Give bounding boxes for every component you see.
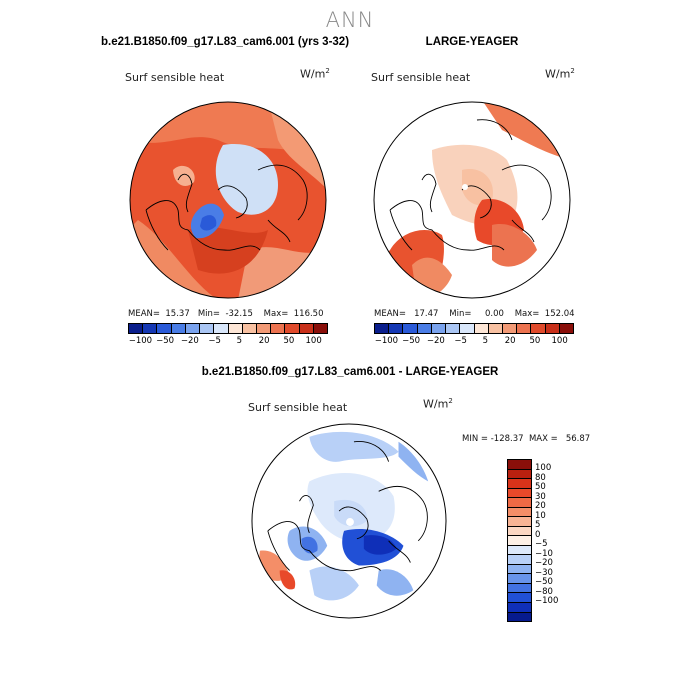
panel3-case-title: b.e21.B1850.f09_g17.L83_cam6.001 - LARGE… bbox=[201, 366, 499, 378]
figure-title: ANN bbox=[325, 8, 375, 32]
colorbar-swatch bbox=[508, 612, 531, 622]
colorbar-swatch bbox=[214, 324, 229, 333]
panel3-unit-label: W/m2 bbox=[423, 397, 453, 411]
panel2-polar-map bbox=[373, 101, 571, 299]
colorbar-swatch bbox=[228, 324, 243, 333]
colorbar-swatch bbox=[508, 526, 531, 537]
panel1-colorbar bbox=[128, 323, 328, 334]
colorbar-tick-label: 20 bbox=[535, 501, 546, 512]
panel2-variable-label: Surf sensible heat bbox=[371, 71, 471, 84]
colorbar-tick-label: −100 bbox=[535, 596, 559, 607]
colorbar-tick-label: 30 bbox=[535, 491, 546, 502]
colorbar-tick-label: 100 bbox=[535, 463, 552, 474]
colorbar-tick-label: 100 bbox=[551, 336, 568, 346]
colorbar-tick-label: 5 bbox=[482, 336, 489, 346]
colorbar-swatch bbox=[531, 324, 546, 333]
colorbar-swatch bbox=[431, 324, 447, 333]
colorbar-swatch bbox=[299, 324, 314, 333]
colorbar-tick-label: 0 bbox=[535, 529, 541, 540]
colorbar-swatch bbox=[508, 498, 531, 508]
colorbar-swatch bbox=[508, 564, 531, 575]
colorbar-tick-label: −5 bbox=[454, 336, 467, 346]
colorbar-swatch bbox=[157, 324, 172, 333]
colorbar-swatch bbox=[185, 324, 201, 333]
panel1-case-title: b.e21.B1850.f09_g17.L83_cam6.001 (yrs 3-… bbox=[100, 36, 350, 48]
panel3-minmax: MIN = -128.37 MAX = 56.87 bbox=[462, 434, 591, 444]
panel3-variable-label: Surf sensible heat bbox=[248, 401, 348, 414]
colorbar-swatch bbox=[517, 324, 532, 333]
panel2-colorbar-ticks: −100 −50 −20 −5 5 20 50 100 bbox=[374, 336, 574, 348]
colorbar-swatch bbox=[256, 324, 272, 333]
panel3-colorbar bbox=[507, 459, 532, 622]
colorbar-tick-label: 5 bbox=[236, 336, 243, 346]
colorbar-tick-label: 50 bbox=[529, 336, 541, 346]
colorbar-swatch bbox=[271, 324, 286, 333]
colorbar-swatch bbox=[474, 324, 489, 333]
colorbar-swatch bbox=[417, 324, 432, 333]
colorbar-tick-label: −100 bbox=[374, 336, 399, 346]
colorbar-swatch bbox=[508, 469, 531, 480]
colorbar-tick-label: 20 bbox=[258, 336, 270, 346]
panel2-colorbar bbox=[374, 323, 574, 334]
colorbar-swatch bbox=[508, 479, 531, 489]
colorbar-swatch bbox=[200, 324, 215, 333]
colorbar-tick-label: 100 bbox=[305, 336, 322, 346]
panel3-polar-map bbox=[251, 423, 447, 619]
colorbar-swatch bbox=[508, 574, 531, 584]
colorbar-swatch bbox=[545, 324, 560, 333]
colorbar-swatch bbox=[171, 324, 186, 333]
colorbar-tick-label: −20 bbox=[180, 336, 199, 346]
panel1-stats: MEAN= 15.37 Min= -32.15 Max= 116.50 bbox=[128, 309, 324, 319]
panel1-unit-label: W/m2 bbox=[300, 67, 330, 81]
colorbar-tick-label: 20 bbox=[504, 336, 516, 346]
colorbar-tick-label: 50 bbox=[535, 482, 546, 493]
colorbar-tick-label: 80 bbox=[535, 472, 546, 483]
colorbar-swatch bbox=[285, 324, 300, 333]
colorbar-tick-label: 10 bbox=[535, 510, 546, 521]
colorbar-tick-label: −50 bbox=[156, 336, 175, 346]
panel1-colorbar-ticks: −100 −50 −20 −5 5 20 50 100 bbox=[128, 336, 328, 348]
colorbar-tick-label: −20 bbox=[535, 558, 553, 569]
colorbar-swatch bbox=[446, 324, 461, 333]
colorbar-swatch bbox=[403, 324, 418, 333]
colorbar-swatch bbox=[488, 324, 503, 333]
colorbar-swatch bbox=[508, 583, 531, 594]
colorbar-swatch bbox=[508, 507, 531, 518]
colorbar-swatch bbox=[508, 517, 531, 527]
colorbar-swatch bbox=[508, 593, 531, 603]
colorbar-swatch bbox=[460, 324, 475, 333]
colorbar-swatch bbox=[559, 324, 574, 333]
panel2-unit-label: W/m2 bbox=[545, 67, 575, 81]
colorbar-tick-label: −30 bbox=[535, 567, 553, 578]
panel2-case-title: LARGE-YEAGER bbox=[425, 36, 519, 48]
colorbar-swatch bbox=[508, 555, 531, 565]
colorbar-swatch bbox=[375, 324, 390, 333]
panel2-stats: MEAN= 17.47 Min= 0.00 Max= 152.04 bbox=[374, 309, 575, 319]
colorbar-swatch bbox=[508, 545, 531, 556]
colorbar-tick-label: −50 bbox=[535, 577, 553, 588]
colorbar-tick-label: −5 bbox=[535, 539, 548, 550]
colorbar-tick-label: 5 bbox=[535, 520, 541, 531]
colorbar-tick-label: −5 bbox=[208, 336, 221, 346]
panel1-polar-map bbox=[129, 101, 327, 299]
colorbar-swatch bbox=[508, 460, 531, 470]
colorbar-swatch bbox=[242, 324, 257, 333]
colorbar-swatch bbox=[502, 324, 518, 333]
panel1-variable-label: Surf sensible heat bbox=[125, 71, 225, 84]
colorbar-swatch bbox=[129, 324, 144, 333]
colorbar-tick-label: −10 bbox=[535, 548, 553, 559]
colorbar-swatch bbox=[508, 488, 531, 499]
panel3-colorbar-ticks: 100 80 50 30 20 10 5 0 −5 −10 −20 −30 −50 −80 −100 bbox=[535, 459, 575, 620]
colorbar-swatch bbox=[313, 324, 328, 333]
colorbar-swatch bbox=[389, 324, 404, 333]
colorbar-tick-label: −20 bbox=[426, 336, 445, 346]
colorbar-swatch bbox=[508, 602, 531, 613]
colorbar-tick-label: −50 bbox=[402, 336, 421, 346]
colorbar-swatch bbox=[143, 324, 158, 333]
colorbar-tick-label: −100 bbox=[128, 336, 153, 346]
colorbar-tick-label: 50 bbox=[283, 336, 295, 346]
colorbar-swatch bbox=[508, 536, 531, 546]
colorbar-tick-label: −80 bbox=[535, 586, 553, 597]
